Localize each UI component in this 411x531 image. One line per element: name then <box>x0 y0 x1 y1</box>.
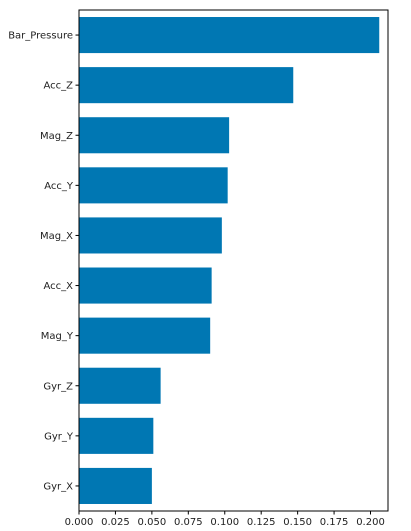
bar-mag-z <box>79 117 230 154</box>
y-tick-label: Gyr_X <box>43 481 73 492</box>
bar-mag-x <box>79 217 222 254</box>
y-tick-label: Gyr_Y <box>44 431 74 442</box>
bar-gyr-x <box>79 467 152 504</box>
x-tick-label: 0.000 <box>65 517 94 528</box>
x-tick-label: 0.075 <box>174 517 203 528</box>
y-tick-label: Mag_Z <box>40 131 73 142</box>
x-tick-label: 0.125 <box>247 517 276 528</box>
bar-bar-pressure <box>79 17 380 54</box>
y-axis-labels: Bar_Pressure Acc_Z Mag_Z Acc_Y Mag_X Acc_X Mag… <box>8 31 79 492</box>
bar-gyr-y <box>79 417 154 454</box>
plot-frame <box>78 9 389 512</box>
y-tick-label: Acc_Z <box>43 81 73 92</box>
bar-mag-y <box>79 317 211 354</box>
x-axis-ticks: 0.000 0.025 0.050 0.075 0.100 0.125 0.150 0.175… <box>65 511 385 528</box>
y-tick-label: Acc_Y <box>44 181 74 192</box>
bar-acc-y <box>79 167 228 204</box>
y-tick-label: Bar_Pressure <box>8 31 73 42</box>
x-tick-label: 0.025 <box>101 517 130 528</box>
bar-gyr-z <box>79 367 161 404</box>
y-tick-label: Mag_X <box>40 231 73 242</box>
x-tick-label: 0.200 <box>356 517 385 528</box>
bar-acc-x <box>79 267 212 304</box>
bar-acc-z <box>79 67 294 104</box>
x-tick-label: 0.150 <box>283 517 312 528</box>
bars-layer <box>79 17 380 504</box>
axes-layer <box>78 9 389 512</box>
x-tick-label: 0.175 <box>320 517 349 528</box>
y-tick-label: Gyr_Z <box>43 381 73 392</box>
x-tick-label: 0.050 <box>138 517 167 528</box>
x-tick-label: 0.100 <box>210 517 239 528</box>
y-tick-label: Mag_Y <box>41 331 74 342</box>
y-tick-label: Acc_X <box>43 281 73 292</box>
